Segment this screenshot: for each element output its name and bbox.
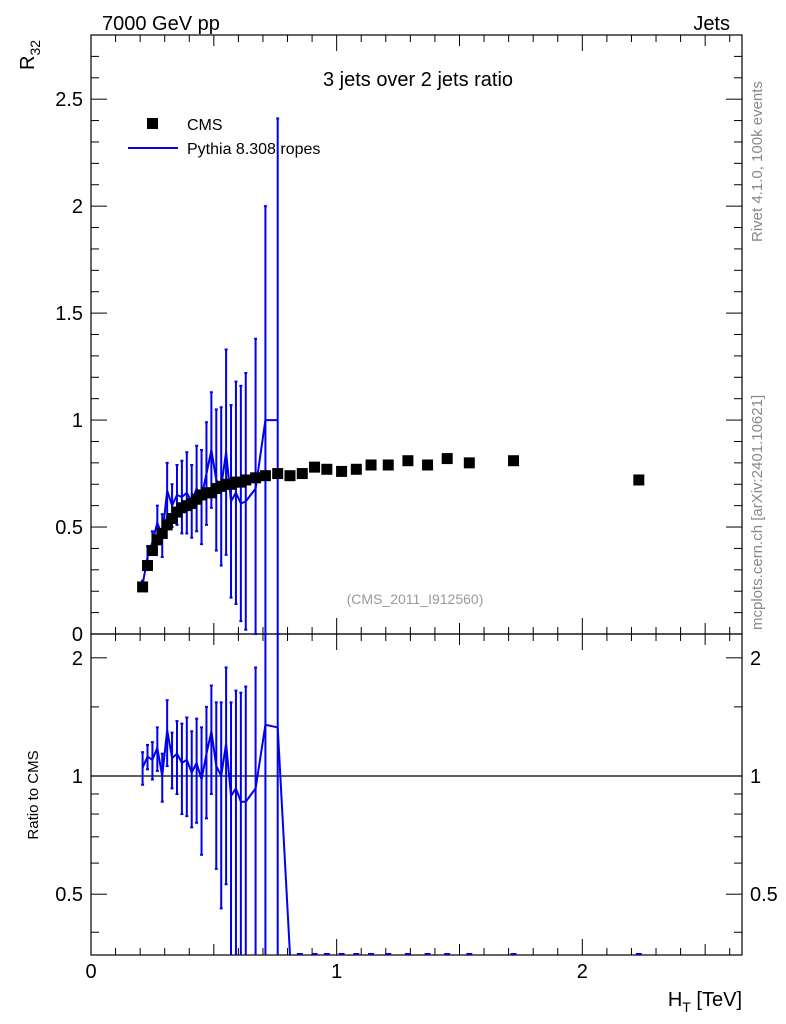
cms-data-point	[284, 470, 296, 482]
main-y-tick-label: 1	[72, 410, 83, 432]
cms-data-point	[402, 455, 414, 467]
x-tick-label: 2	[577, 961, 588, 983]
ratio-y-tick-label-right: 1	[750, 766, 761, 788]
cms-data-point	[365, 459, 377, 471]
ratio-y-axis-label: Ratio to CMS	[25, 750, 42, 839]
cms-data-point	[336, 465, 348, 477]
legend-cms-label: CMS	[187, 117, 223, 134]
main-pythia-series	[141, 117, 280, 635]
cms-data-point	[166, 512, 178, 524]
cms-data-point	[146, 545, 158, 557]
main-y-tick-label: 0	[72, 624, 83, 646]
cms-data-point	[508, 455, 520, 467]
x-axis-label-sub: T	[682, 999, 691, 1015]
mcplots-reference-label: mcplots.cern.ch [arXiv:2401.10621]	[749, 395, 766, 630]
cms-data-point	[296, 468, 308, 480]
cms-data-point	[441, 453, 453, 465]
ratio-y-tick-label-right: 2	[750, 648, 761, 670]
main-y-tick-label: 1.5	[55, 303, 83, 325]
cms-data-point	[161, 519, 173, 531]
cms-data-point	[151, 534, 163, 546]
ratio-y-tick-label-right: 0.5	[750, 884, 778, 906]
legend: CMS Pythia 8.308 ropes	[128, 117, 320, 158]
ratio-y-tick-label: 0.5	[55, 884, 83, 906]
main-y-axis-label-sub: 32	[27, 40, 43, 56]
cms-data-point	[137, 581, 149, 593]
legend-pythia-label: Pythia 8.308 ropes	[187, 141, 320, 158]
cms-data-point	[142, 560, 154, 572]
cms-data-point	[259, 470, 271, 482]
rivet-version-label: Rivet 4.1.0, 100k events	[749, 81, 766, 242]
pythia-line	[141, 419, 278, 585]
ratio-y-tick-label: 1	[72, 766, 83, 788]
cms-data-point	[463, 457, 475, 469]
cms-data-point	[156, 527, 168, 539]
main-y-tick-label: 0.5	[55, 517, 83, 539]
main-y-axis-label: R32	[17, 40, 43, 70]
ratio-axis-ticks: 0.5 0.5 1 1 2 2 0 1 2	[55, 634, 778, 983]
main-y-tick-label: 2.5	[55, 89, 83, 111]
ratio-y-tick-label: 2	[72, 648, 83, 670]
x-tick-label: 1	[331, 961, 342, 983]
header-energy-label: 7000 GeV pp	[102, 13, 220, 35]
cms-data-point	[350, 463, 362, 475]
analysis-id-annotation: (CMS_2011_I912560)	[347, 591, 484, 607]
cms-data-point	[321, 463, 333, 475]
cms-data-point	[382, 459, 394, 471]
cms-data-point	[240, 474, 252, 486]
main-y-tick-label: 2	[72, 196, 83, 218]
x-tick-label: 0	[85, 961, 96, 983]
cms-data-point	[633, 474, 645, 486]
cms-data-point	[272, 468, 284, 480]
cms-data-point	[250, 472, 262, 484]
ratio-panel-frame	[90, 633, 743, 956]
x-axis-label-unit: [TeV]	[696, 989, 742, 1011]
x-axis-label: HT [TeV]	[668, 989, 742, 1015]
legend-cms-marker	[147, 118, 158, 129]
main-chart-title: 3 jets over 2 jets ratio	[323, 69, 513, 91]
cms-data-point	[309, 461, 321, 473]
main-cms-series	[137, 453, 645, 593]
cms-data-point	[422, 459, 434, 471]
ratio-pythia-series	[141, 634, 642, 956]
main-axis-ticks: 0 0.5 1 1.5 2 2.5	[55, 35, 742, 646]
header-jets-label: Jets	[693, 13, 730, 35]
